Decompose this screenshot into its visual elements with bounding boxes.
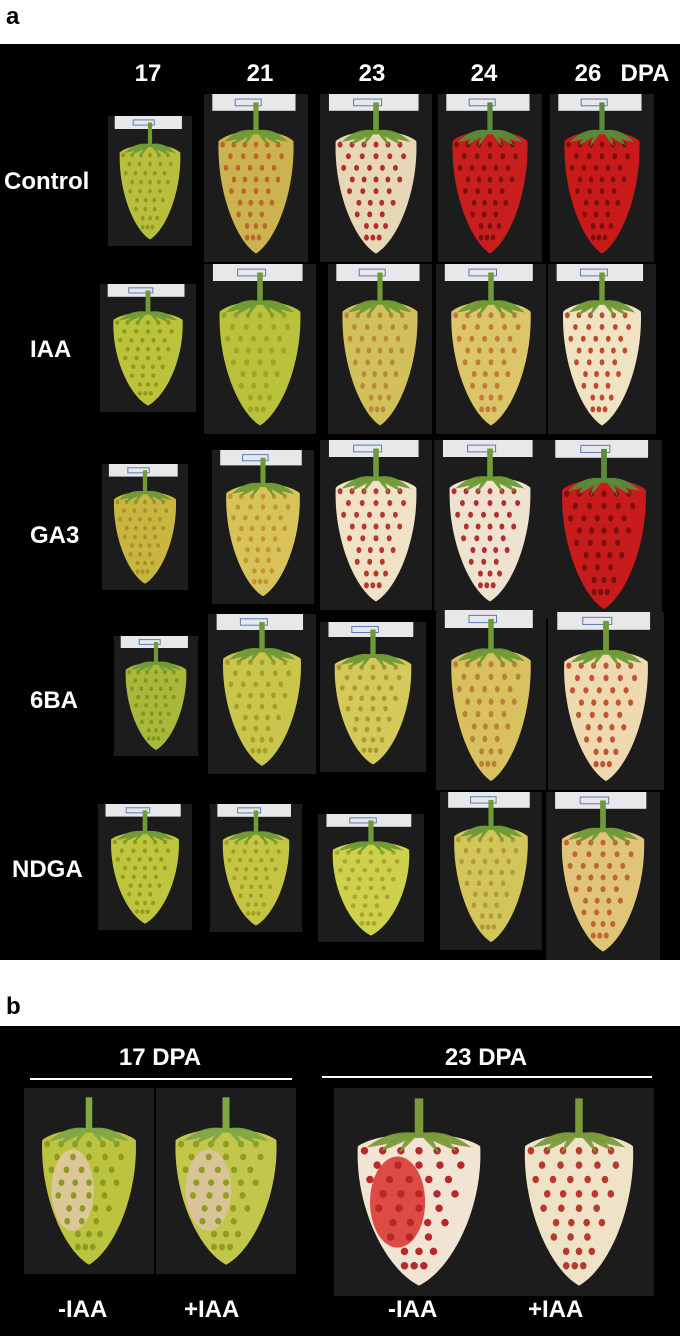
treatment-label-minus-iaa-23: -IAA	[388, 1296, 438, 1323]
strawberry-image	[434, 440, 546, 610]
row-label-control: Control	[4, 168, 90, 195]
strawberry-image	[438, 94, 542, 262]
fruit-photo	[320, 94, 432, 262]
group-title-23dpa: 23 DPA	[444, 1044, 528, 1071]
fruit-photo	[210, 804, 302, 932]
fruit-photo	[320, 622, 426, 772]
fruit-photo	[204, 94, 308, 262]
column-header-unit: DPA	[620, 60, 670, 87]
strawberry-image	[108, 116, 192, 246]
strawberry-image	[548, 612, 664, 790]
strawberry-image	[436, 610, 546, 790]
fruit-photo	[436, 610, 546, 790]
fruit-photo	[436, 264, 546, 434]
fruit-photo	[102, 464, 188, 590]
group-rule-17dpa	[30, 1078, 292, 1080]
strawberry-image	[114, 636, 198, 756]
strawberry-image	[204, 264, 316, 434]
group-title-17dpa: 17 DPA	[118, 1044, 202, 1071]
column-header-26: 26	[574, 60, 602, 87]
strawberry-image	[546, 792, 660, 960]
treatment-label-plus-iaa-23: +IAA	[528, 1296, 584, 1323]
fruit-photo	[204, 264, 316, 434]
fruit-photo	[548, 264, 656, 434]
panel-b: 17 DPA 23 DPA -IAA +IAA -IAA +IAA	[0, 1026, 680, 1336]
fruit-photo	[114, 636, 198, 756]
strawberry-image	[100, 284, 196, 412]
strawberry-image	[440, 792, 542, 950]
strawberry-image	[98, 804, 192, 930]
strawberry-image	[318, 814, 424, 942]
fruit-photo	[212, 450, 314, 604]
fruit-photo	[546, 792, 660, 960]
row-label-ga3: GA3	[30, 522, 80, 549]
fruit-photo	[328, 264, 432, 434]
strawberry-image	[210, 804, 302, 932]
column-header-24: 24	[470, 60, 498, 87]
row-label-iaa: IAA	[30, 336, 72, 363]
fruit-photo	[320, 440, 432, 610]
column-header-21: 21	[246, 60, 274, 87]
fruit-photo-b	[156, 1088, 296, 1274]
strawberry-image	[24, 1088, 154, 1274]
panel-b-letter: b	[6, 993, 21, 1020]
fruit-photo	[98, 804, 192, 930]
strawberry-image	[504, 1088, 654, 1296]
fruit-photo	[434, 440, 546, 610]
fruit-photo	[100, 284, 196, 412]
strawberry-image	[320, 440, 432, 610]
treatment-label-plus-iaa-17: +IAA	[184, 1296, 240, 1323]
strawberry-image	[156, 1088, 296, 1274]
strawberry-image	[320, 94, 432, 262]
strawberry-image	[550, 94, 654, 262]
fruit-photo-b	[24, 1088, 154, 1274]
fruit-photo	[548, 612, 664, 790]
strawberry-image	[102, 464, 188, 590]
column-header-17: 17	[134, 60, 162, 87]
row-label-ndga: NDGA	[12, 856, 83, 883]
strawberry-image	[334, 1088, 504, 1296]
strawberry-image	[204, 94, 308, 262]
strawberry-image	[208, 614, 316, 774]
strawberry-image	[212, 450, 314, 604]
strawberry-image	[320, 622, 426, 772]
fruit-photo-b	[504, 1088, 654, 1296]
fruit-photo	[438, 94, 542, 262]
strawberry-image	[546, 440, 662, 618]
fruit-photo-b	[334, 1088, 504, 1296]
fruit-photo	[318, 814, 424, 942]
fruit-photo	[550, 94, 654, 262]
panel-a: 17 21 23 24 26 DPA Control IAA GA3 6BA N…	[0, 44, 680, 960]
group-rule-23dpa	[322, 1076, 652, 1078]
row-label-6ba: 6BA	[30, 687, 79, 714]
strawberry-image	[328, 264, 432, 434]
fruit-photo	[208, 614, 316, 774]
column-header-23: 23	[358, 60, 386, 87]
fruit-photo	[546, 440, 662, 618]
panel-a-letter: a	[6, 3, 20, 30]
strawberry-image	[436, 264, 546, 434]
fruit-photo	[440, 792, 542, 950]
strawberry-image	[548, 264, 656, 434]
treatment-label-minus-iaa-17: -IAA	[58, 1296, 108, 1323]
fruit-photo	[108, 116, 192, 246]
